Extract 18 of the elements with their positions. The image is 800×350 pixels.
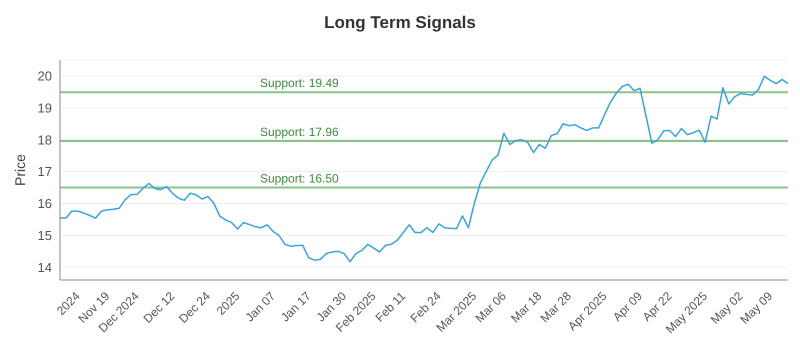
y-tick-label: 19 (38, 100, 52, 116)
x-tick-label: Jan 07 (242, 288, 278, 324)
y-axis-title: Price (12, 154, 28, 186)
ref-line-label: Support: 19.49 (260, 76, 340, 90)
x-tick-label: Dec 24 (176, 288, 214, 326)
line-series (59, 76, 789, 263)
y-tick-label: 15 (38, 228, 52, 243)
y-tick-label: 18 (38, 132, 52, 148)
chart-title: Long Term Signals (323, 12, 477, 34)
y-tick-label: 14 (38, 260, 52, 275)
ref-line-label: Support: 16.50 (260, 172, 340, 186)
x-tick-label: Dec 12 (140, 288, 178, 326)
y-tick-label: 16 (38, 196, 52, 212)
x-tick-label: Apr 09 (610, 288, 646, 324)
ref-line-label: Support: 17.96 (260, 124, 340, 139)
x-tick-label: Jan 17 (278, 288, 314, 324)
y-tick-label: 20 (38, 68, 52, 84)
y-tick-label: 17 (38, 164, 52, 180)
